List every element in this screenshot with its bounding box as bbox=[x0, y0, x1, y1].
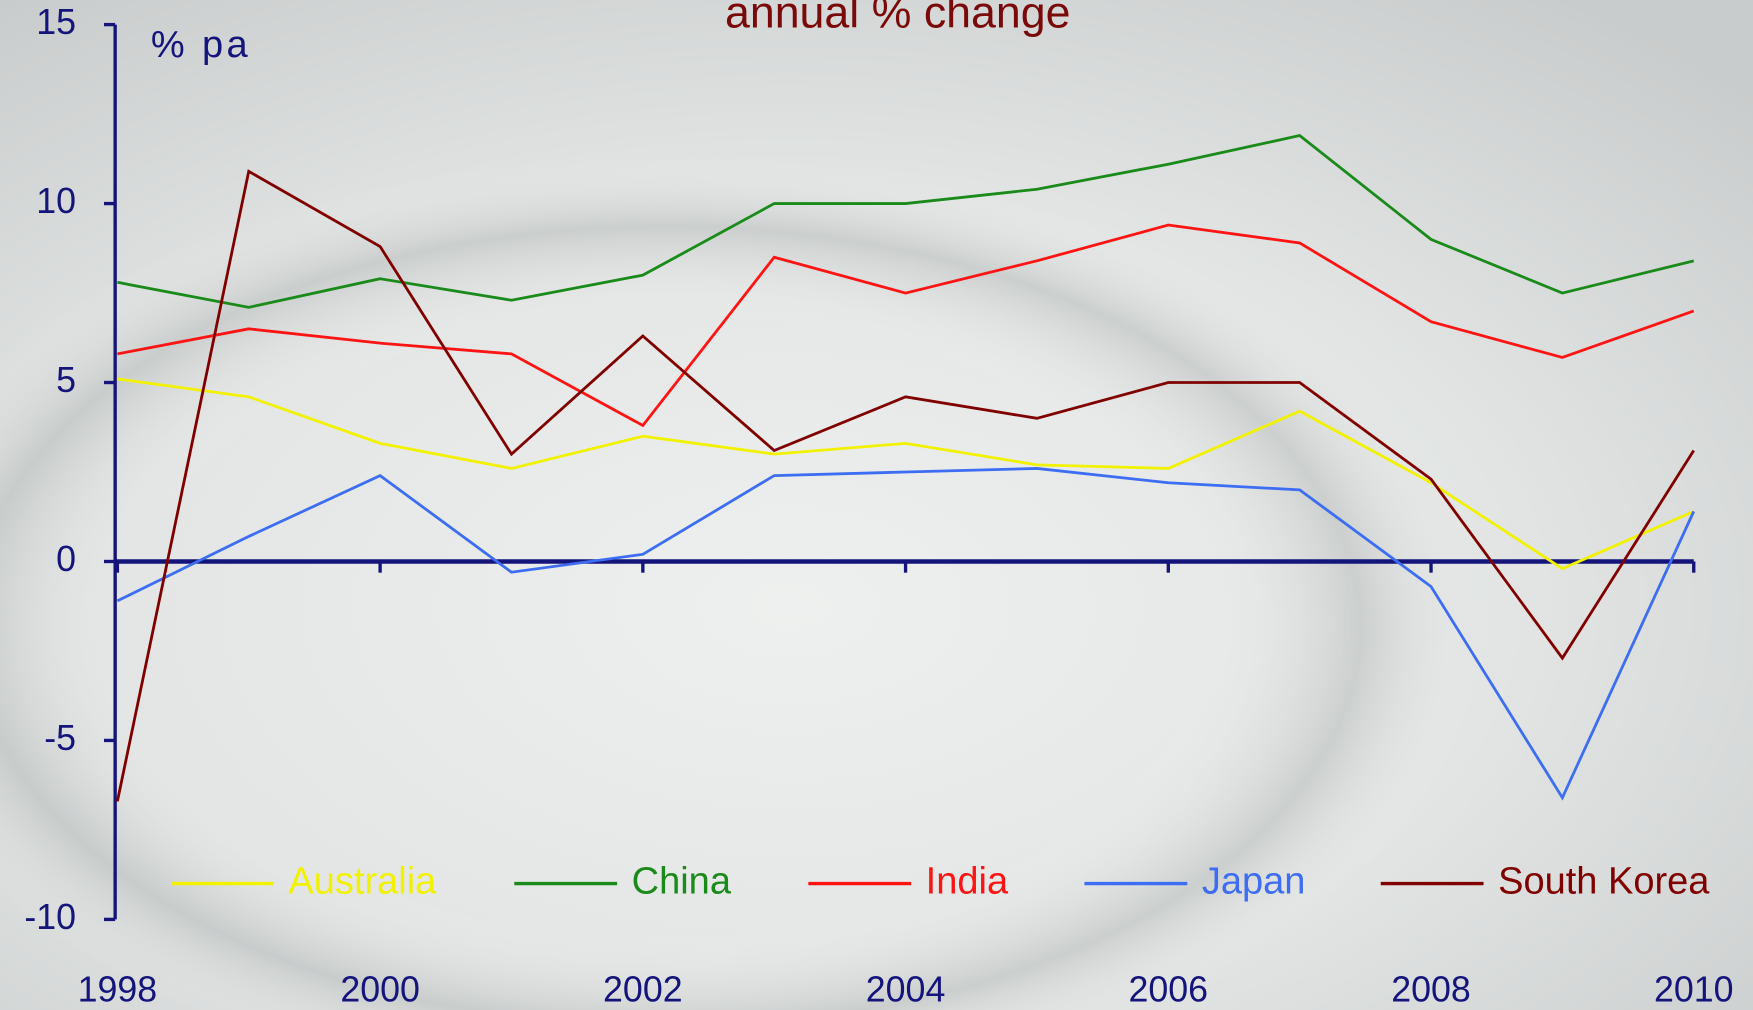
series-line bbox=[116, 169, 1695, 802]
y-tick-label: 0 bbox=[56, 539, 76, 579]
y-axis-label: % pa bbox=[151, 24, 251, 66]
x-tick-label: 2004 bbox=[866, 970, 946, 1010]
series-line bbox=[117, 377, 1695, 571]
x-tick-label: 2006 bbox=[1129, 970, 1209, 1010]
x-tick-label: 1998 bbox=[78, 970, 158, 1010]
x-tick-label: 2010 bbox=[1654, 970, 1734, 1010]
y-tick-label: -5 bbox=[44, 718, 76, 758]
series-line bbox=[116, 467, 1696, 801]
y-tick-label: 15 bbox=[36, 2, 76, 42]
legend-label: Australia bbox=[288, 861, 437, 903]
series-line bbox=[117, 134, 1695, 309]
y-tick-label: -10 bbox=[24, 897, 76, 937]
y-tick-label: 10 bbox=[36, 181, 76, 221]
y-tick-label: 5 bbox=[56, 360, 76, 400]
x-tick-label: 2002 bbox=[603, 970, 683, 1010]
x-tick-label: 2000 bbox=[340, 970, 420, 1010]
x-tick-label: 2008 bbox=[1391, 970, 1471, 1010]
legend-label: South Korea bbox=[1498, 861, 1710, 903]
legend-label: China bbox=[632, 861, 732, 903]
legend-label: Japan bbox=[1202, 861, 1306, 903]
legend-label: India bbox=[926, 861, 1009, 903]
chart-title: annual % change bbox=[725, 0, 1071, 37]
series-line bbox=[117, 223, 1695, 428]
